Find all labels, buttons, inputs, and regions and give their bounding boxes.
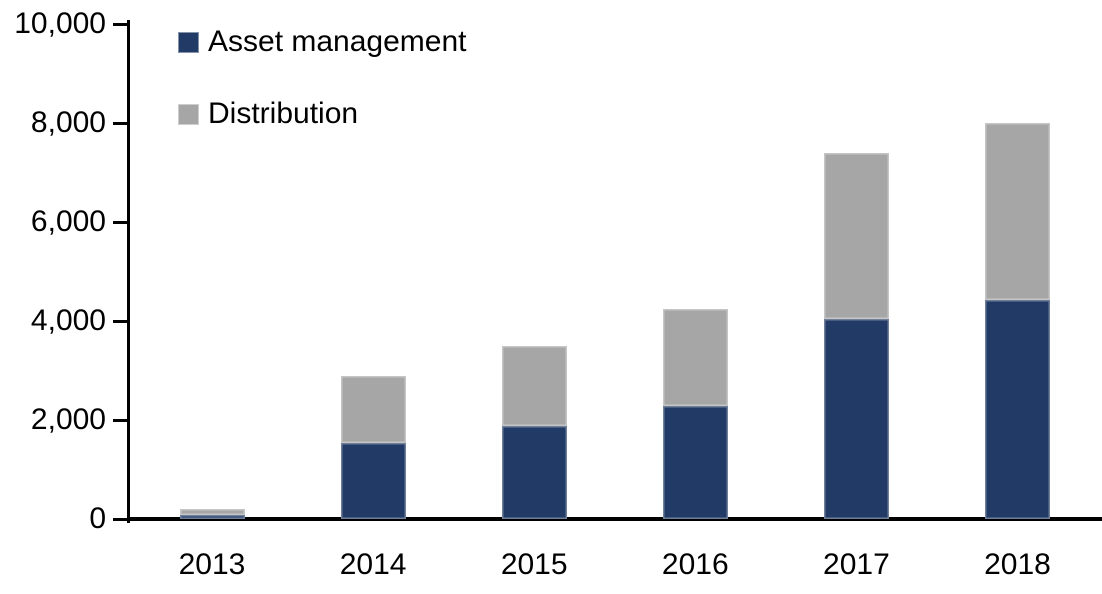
bar-segment-asset-management-2015 (501, 425, 567, 519)
x-tick-label-2017: 2017 (823, 548, 890, 581)
bar-segment-asset-management-2016 (662, 406, 728, 519)
x-axis-line (127, 517, 1102, 521)
x-tick-label-2014: 2014 (339, 548, 407, 581)
y-tick-label: 0 (89, 502, 106, 535)
legend-item-asset-management: Asset management (178, 26, 466, 58)
legend-swatch-asset-management (178, 31, 199, 53)
y-tick-label: 8,000 (30, 106, 106, 139)
bar-segment-distribution-2014 (340, 376, 406, 444)
bar-segment-distribution-2018 (985, 123, 1050, 301)
legend-swatch-distribution (178, 103, 199, 125)
y-tick-mark (113, 22, 127, 26)
bar-segment-distribution-2013 (179, 509, 245, 516)
x-tick-label-2018: 2018 (984, 548, 1051, 581)
bar-segment-asset-management-2013 (179, 515, 245, 519)
bar-segment-asset-management-2014 (340, 443, 406, 519)
y-tick-label: 4,000 (30, 304, 106, 337)
y-tick-mark (113, 319, 127, 323)
x-tick-label-2015: 2015 (500, 548, 568, 581)
y-tick-label: 2,000 (30, 403, 106, 436)
x-tick-label-2016: 2016 (661, 548, 729, 581)
bar-segment-distribution-2015 (501, 345, 567, 426)
legend-item-distribution: Distribution (178, 98, 358, 130)
y-tick-mark (113, 418, 127, 422)
bar-segment-distribution-2017 (823, 152, 889, 319)
y-tick-label: 10,000 (14, 7, 106, 40)
y-tick-mark (113, 220, 127, 224)
y-tick-mark (113, 121, 127, 125)
x-tick-label-2013: 2013 (178, 548, 246, 581)
legend-label: Asset management (208, 25, 467, 58)
bar-segment-asset-management-2018 (985, 300, 1050, 519)
y-tick-label: 6,000 (30, 205, 106, 238)
bar-segment-distribution-2016 (662, 308, 728, 407)
bar-segment-asset-management-2017 (823, 318, 889, 519)
y-tick-mark (113, 517, 127, 521)
y-axis-line (127, 20, 130, 523)
legend-label: Distribution (208, 97, 359, 130)
